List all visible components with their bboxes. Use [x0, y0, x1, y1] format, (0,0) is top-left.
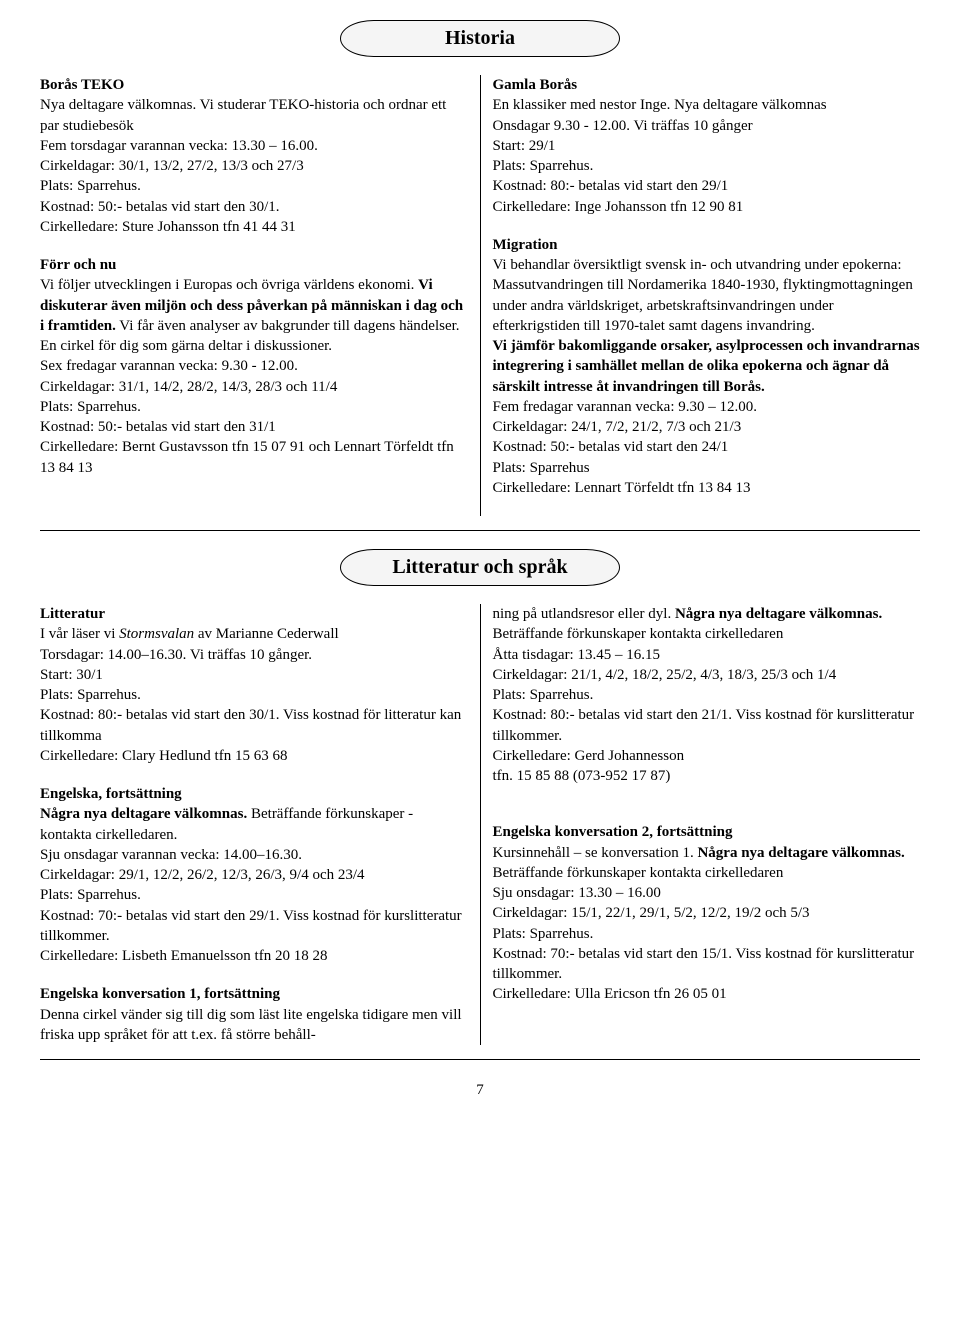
entry-line: Plats: Sparrehus.: [493, 156, 921, 176]
entry-forr-och-nu: Förr och nu Vi följer utvecklingen i Eur…: [40, 255, 468, 478]
entry-line: Cirkeldagar: 31/1, 14/2, 28/2, 14/3, 28/…: [40, 377, 468, 397]
entry-line: Vi behandlar översiktligt svensk in- och…: [493, 255, 921, 275]
entry-line: Cirkeldagar: 29/1, 12/2, 26/2, 12/3, 26/…: [40, 865, 468, 885]
entry-line: Start: 30/1: [40, 665, 468, 685]
text-span: Vi följer utvecklingen i Europas och övr…: [40, 277, 418, 293]
entry-paragraph: Vi följer utvecklingen i Europas och övr…: [40, 275, 468, 356]
entry-title: Engelska konversation 2, fortsättning: [493, 822, 921, 842]
entry-line: Plats: Sparrehus.: [40, 885, 468, 905]
entry-line: Plats: Sparrehus.: [40, 397, 468, 417]
entry-title: Borås TEKO: [40, 75, 468, 95]
entry-line: Plats: Sparrehus.: [40, 685, 468, 705]
entry-line: Fem fredagar varannan vecka: 9.30 – 12.0…: [493, 397, 921, 417]
entry-line: Cirkelledare: Clary Hedlund tfn 15 63 68: [40, 746, 468, 766]
entry-line: Kostnad: 80:- betalas vid start den 30/1…: [40, 705, 468, 746]
entry-line: En klassiker med nestor Inge. Nya deltag…: [493, 95, 921, 115]
entry-title: Engelska konversation 1, fortsättning: [40, 984, 468, 1004]
entry-line: Torsdagar: 14.00–16.30. Vi träffas 10 gå…: [40, 645, 468, 665]
entry-line: Kostnad: 80:- betalas vid start den 21/1…: [493, 705, 921, 746]
entry-line: Sju onsdagar varannan vecka: 14.00–16.30…: [40, 845, 468, 865]
entry-line: Plats: Sparrehus.: [493, 924, 921, 944]
entry-line: Kostnad: 70:- betalas vid start den 15/1…: [493, 944, 921, 985]
entry-title: Förr och nu: [40, 255, 468, 275]
litteratur-left-col: Litteratur I vår läser vi Stormsvalan av…: [40, 604, 481, 1045]
entry-line: Cirkelledare: Bernt Gustavsson tfn 15 07…: [40, 437, 468, 478]
section-divider: [40, 530, 920, 531]
historia-columns: Borås TEKO Nya deltagare välkomnas. Vi s…: [40, 75, 920, 516]
entry-migration: Migration Vi behandlar översiktligt sven…: [493, 235, 921, 498]
entry-line: Cirkelledare: Lisbeth Emanuelsson tfn 20…: [40, 946, 468, 966]
entry-line: Nya deltagare välkomnas. Vi studerar TEK…: [40, 95, 468, 136]
entry-konv-1-continued: ning på utlandsresor eller dyl. Några ny…: [493, 604, 921, 786]
text-span: Beträffande förkunskaper kontakta cirkel…: [493, 626, 784, 642]
entry-line: Onsdagar 9.30 - 12.00. Vi träffas 10 gån…: [493, 116, 921, 136]
text-span: ning på utlandsresor eller dyl.: [493, 606, 675, 622]
entry-engelska-fortsattning: Engelska, fortsättning Några nya deltaga…: [40, 784, 468, 966]
text-span: av Marianne Cederwall: [194, 626, 339, 642]
text-bold: Några nya deltagare välkomnas.: [697, 845, 904, 861]
entry-paragraph: Några nya deltagare välkomnas. Beträffan…: [40, 804, 468, 845]
entry-gamla-boras: Gamla Borås En klassiker med nestor Inge…: [493, 75, 921, 217]
entry-line: Kostnad: 80:- betalas vid start den 29/1: [493, 176, 921, 196]
page-number: 7: [40, 1080, 920, 1100]
entry-line: Plats: Sparrehus.: [493, 685, 921, 705]
section-litteratur: Litteratur och språk Litteratur I vår lä…: [40, 549, 920, 1045]
entry-line: Cirkelledare: Sture Johansson tfn 41 44 …: [40, 217, 468, 237]
spacer: [493, 804, 921, 822]
section-historia: Historia Borås TEKO Nya deltagare välkom…: [40, 20, 920, 516]
entry-paragraph: I vår läser vi Stormsvalan av Marianne C…: [40, 624, 468, 644]
page-bottom-divider: [40, 1059, 920, 1060]
text-italic: Stormsvalan: [119, 626, 194, 642]
entry-line: Cirkeldagar: 15/1, 22/1, 29/1, 5/2, 12/2…: [493, 903, 921, 923]
entry-line: Kostnad: 70:- betalas vid start den 29/1…: [40, 906, 468, 947]
entry-engelska-konv-2: Engelska konversation 2, fortsättning Ku…: [493, 822, 921, 1004]
entry-line: tfn. 15 85 88 (073-952 17 87): [493, 766, 921, 786]
text-bold: Några nya deltagare välkomnas.: [40, 806, 247, 822]
entry-line: Kostnad: 50:- betalas vid start den 31/1: [40, 417, 468, 437]
entry-line: Cirkelledare: Lennart Törfeldt tfn 13 84…: [493, 478, 921, 498]
text-span: Kursinnehåll – se konversation 1.: [493, 845, 698, 861]
entry-paragraph: Kursinnehåll – se konversation 1. Några …: [493, 843, 921, 884]
entry-line: Start: 29/1: [493, 136, 921, 156]
entry-line: Sju onsdagar: 13.30 – 16.00: [493, 883, 921, 903]
entry-line: Cirkeldagar: 24/1, 7/2, 21/2, 7/3 och 21…: [493, 417, 921, 437]
entry-paragraph: ning på utlandsresor eller dyl. Några ny…: [493, 604, 921, 645]
entry-boras-teko: Borås TEKO Nya deltagare välkomnas. Vi s…: [40, 75, 468, 237]
entry-line: Massutvandringen till Nordamerika 1840-1…: [493, 275, 921, 336]
entry-line: Sex fredagar varannan vecka: 9.30 - 12.0…: [40, 356, 468, 376]
entry-line-bold: Vi jämför bakomliggande orsaker, asylpro…: [493, 336, 921, 397]
historia-left-col: Borås TEKO Nya deltagare välkomnas. Vi s…: [40, 75, 481, 516]
historia-right-col: Gamla Borås En klassiker med nestor Inge…: [481, 75, 921, 516]
litteratur-columns: Litteratur I vår läser vi Stormsvalan av…: [40, 604, 920, 1045]
entry-line: Plats: Sparrehus: [493, 458, 921, 478]
entry-line: Cirkelledare: Gerd Johannesson: [493, 746, 921, 766]
entry-line: Fem torsdagar varannan vecka: 13.30 – 16…: [40, 136, 468, 156]
entry-engelska-konv-1: Engelska konversation 1, fortsättning De…: [40, 984, 468, 1045]
heading-litteratur: Litteratur och språk: [340, 549, 620, 586]
heading-historia: Historia: [340, 20, 620, 57]
entry-title: Litteratur: [40, 604, 468, 624]
entry-line: Cirkeldagar: 30/1, 13/2, 27/2, 13/3 och …: [40, 156, 468, 176]
entry-litteratur: Litteratur I vår läser vi Stormsvalan av…: [40, 604, 468, 766]
entry-title: Gamla Borås: [493, 75, 921, 95]
entry-line: Kostnad: 50:- betalas vid start den 24/1: [493, 437, 921, 457]
entry-title: Migration: [493, 235, 921, 255]
litteratur-right-col: ning på utlandsresor eller dyl. Några ny…: [481, 604, 921, 1045]
entry-title: Engelska, fortsättning: [40, 784, 468, 804]
entry-line: Åtta tisdagar: 13.45 – 16.15: [493, 645, 921, 665]
entry-line: Cirkelledare: Inge Johansson tfn 12 90 8…: [493, 197, 921, 217]
text-bold: Några nya deltagare välkomnas.: [675, 606, 882, 622]
entry-line: Kostnad: 50:- betalas vid start den 30/1…: [40, 197, 468, 217]
text-span: I vår läser vi: [40, 626, 119, 642]
text-span: Beträffande förkunskaper kontakta cirkel…: [493, 865, 784, 881]
entry-line: Plats: Sparrehus.: [40, 176, 468, 196]
entry-line: Cirkeldagar: 21/1, 4/2, 18/2, 25/2, 4/3,…: [493, 665, 921, 685]
entry-line: Denna cirkel vänder sig till dig som läs…: [40, 1005, 468, 1046]
entry-line: Cirkelledare: Ulla Ericson tfn 26 05 01: [493, 984, 921, 1004]
